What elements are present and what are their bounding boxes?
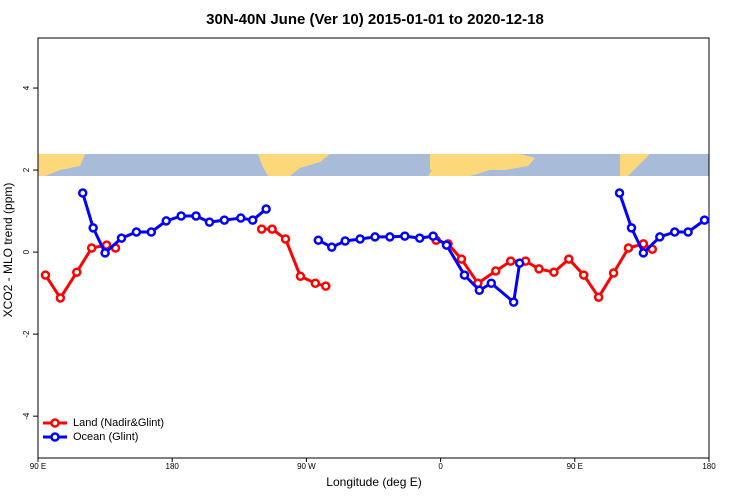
map-land <box>258 154 330 176</box>
x-tick-label: 0 <box>438 462 443 471</box>
data-point <box>549 267 559 277</box>
data-point <box>326 242 337 252</box>
data-point <box>355 234 365 244</box>
legend-marker <box>50 432 60 442</box>
legend-label: Land (Nadir&Glint) <box>73 417 164 429</box>
map-ocean <box>38 154 709 176</box>
x-tick-label: 180 <box>166 462 180 471</box>
series-line <box>81 192 706 304</box>
data-point <box>131 227 142 237</box>
data-point <box>486 278 497 289</box>
data-point <box>370 232 380 242</box>
data-point <box>72 267 82 277</box>
data-point <box>508 297 519 307</box>
y-tick-label: 0 <box>22 249 31 254</box>
y-tick-label: 2 <box>22 167 31 172</box>
data-point <box>116 233 127 243</box>
y-tick-label: 4 <box>22 85 31 90</box>
data-point <box>614 188 625 198</box>
legend-label: Ocean (Glint) <box>73 431 138 443</box>
data-point <box>88 223 98 233</box>
x-tick-label: 90 E <box>30 462 46 471</box>
data-point <box>340 236 350 246</box>
chart-title: 30N-40N June (Ver 10) 2015-01-01 to 2020… <box>206 11 544 28</box>
data-point <box>655 232 665 242</box>
data-point <box>534 264 544 274</box>
data-point <box>77 188 88 198</box>
data-point <box>161 216 171 226</box>
map-land <box>428 170 490 176</box>
data-point <box>564 254 574 264</box>
x-tick-label: 90 E <box>567 462 583 471</box>
data-point <box>428 231 438 241</box>
data-point <box>247 215 258 225</box>
data-point <box>414 233 425 243</box>
x-tick-label: 180 <box>702 462 716 471</box>
data-point <box>608 268 619 278</box>
data-point <box>100 248 110 258</box>
data-point <box>313 235 324 245</box>
data-point <box>623 243 634 253</box>
legend-marker <box>50 418 60 428</box>
map-land <box>620 154 650 176</box>
data-point <box>321 281 331 291</box>
data-point <box>310 278 321 289</box>
data-point <box>267 224 277 234</box>
map-strip <box>38 154 709 176</box>
x-tick-label: 90 W <box>297 462 316 471</box>
data-point <box>400 231 410 241</box>
data-point <box>40 270 51 280</box>
data-point <box>441 240 452 250</box>
data-point <box>456 254 467 264</box>
data-point <box>236 213 246 223</box>
data-point <box>261 204 271 214</box>
data-point <box>578 270 589 280</box>
y-axis-label: XCO2 - MLO trend (ppm) <box>1 183 15 318</box>
data-point <box>295 271 306 282</box>
data-point <box>55 293 66 303</box>
data-point <box>593 292 604 302</box>
map-land <box>430 154 535 170</box>
data-point <box>146 227 157 237</box>
data-point <box>176 211 186 221</box>
data-point <box>514 258 525 268</box>
data-point <box>669 227 680 237</box>
data-point <box>219 215 230 225</box>
data-point <box>459 270 470 280</box>
data-point <box>474 285 485 295</box>
data-point <box>191 211 201 221</box>
data-point <box>280 234 291 244</box>
y-tick-label: -2 <box>22 330 31 338</box>
data-point <box>385 232 395 242</box>
data-point <box>683 227 693 237</box>
data-point <box>491 266 501 276</box>
map-land <box>38 154 85 176</box>
data-point <box>256 224 267 234</box>
plot-frame <box>37 37 710 459</box>
data-point <box>699 215 710 225</box>
data-point <box>638 248 649 258</box>
data-point <box>626 223 637 233</box>
x-axis-label: Longitude (deg E) <box>326 475 421 489</box>
data-point <box>86 243 97 253</box>
data-point <box>505 256 516 266</box>
y-tick-label: -4 <box>22 412 31 420</box>
data-point <box>204 217 215 227</box>
